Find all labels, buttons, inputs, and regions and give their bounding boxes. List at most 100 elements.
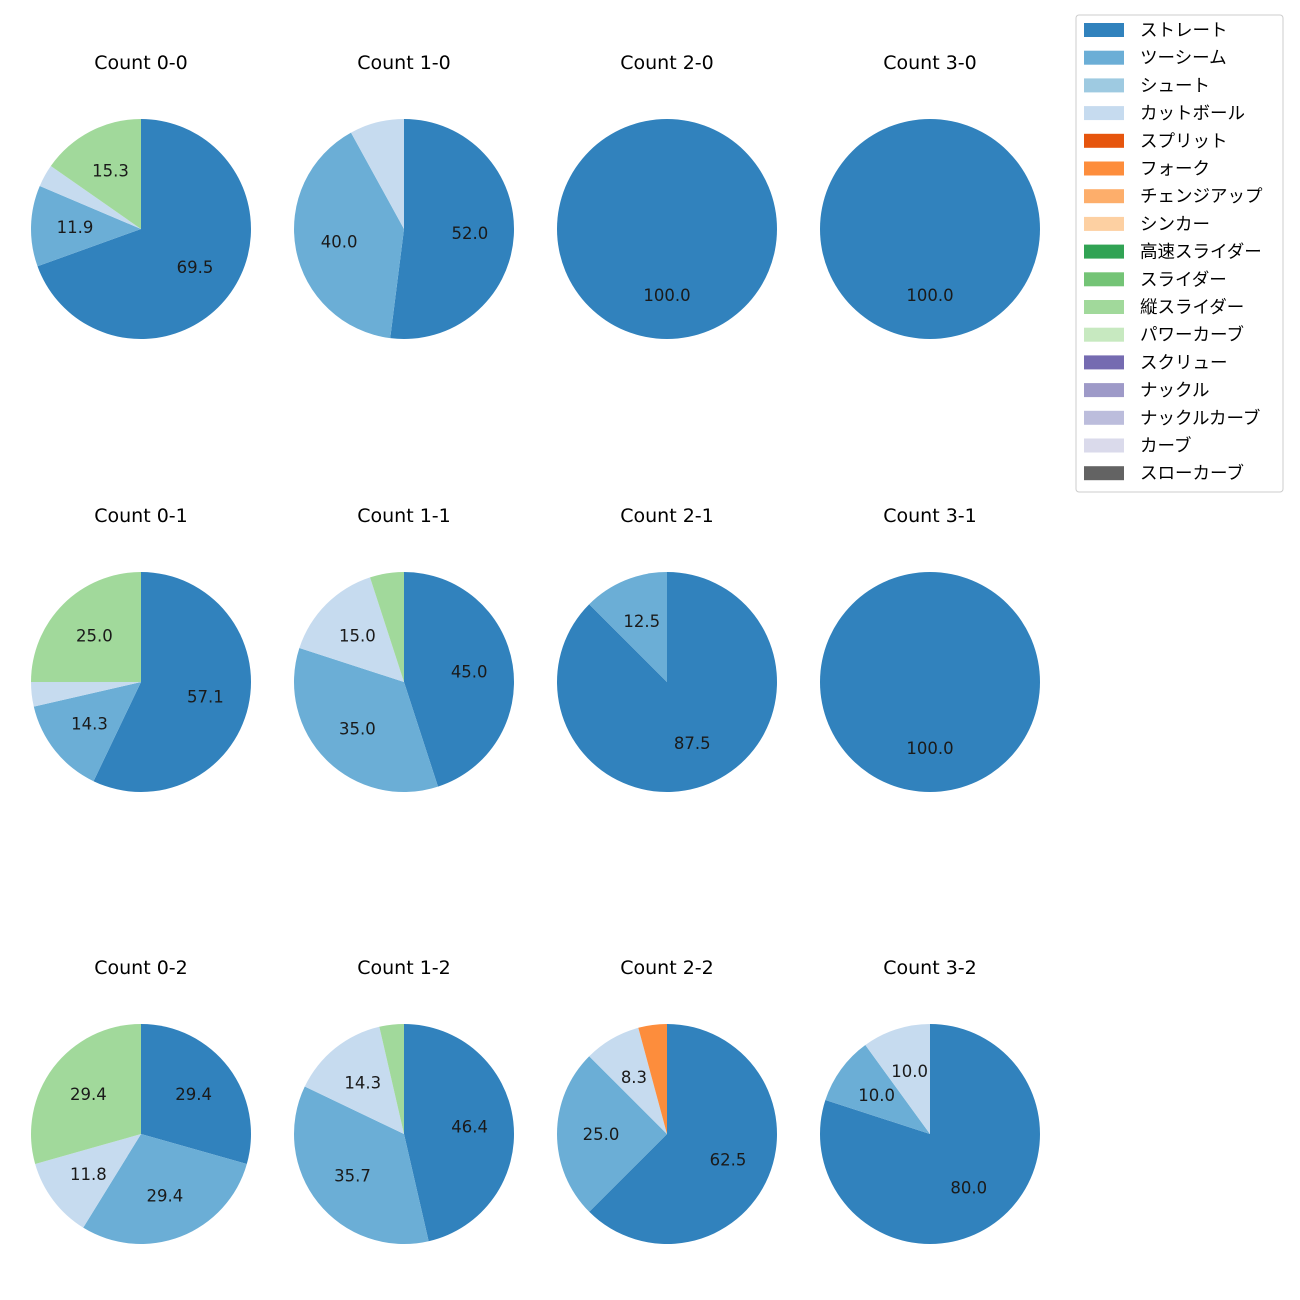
legend-entry: カットボール	[1084, 104, 1245, 124]
pie-slice-label: 45.0	[451, 663, 488, 682]
pie-slice-label: 29.4	[70, 1085, 107, 1104]
pie-slice	[819, 1024, 1040, 1244]
legend-entry: シュート	[1084, 76, 1210, 96]
legend-swatch	[1084, 50, 1124, 65]
pie-slice-label: 52.0	[451, 224, 488, 243]
pie-slice	[37, 119, 251, 339]
legend-entry: ナックルカーブ	[1084, 408, 1260, 429]
legend-label: スローカーブ	[1140, 463, 1244, 484]
pie-count-0-0: Count 0-0 69.5 11.9 15.3	[30, 52, 251, 339]
pie-title: Count 1-0	[357, 52, 451, 74]
pie-title: Count 0-1	[94, 505, 188, 527]
legend-swatch	[1084, 244, 1124, 259]
pie-slice	[304, 1026, 404, 1134]
legend-swatch	[1084, 23, 1124, 37]
legend-entry: ナックル	[1084, 381, 1209, 401]
legend-swatch	[1084, 189, 1124, 204]
pie-slice	[294, 132, 404, 339]
pie-slice-label: 46.4	[451, 1118, 488, 1137]
pie-slice	[31, 572, 141, 682]
pie-slice-label: 62.5	[710, 1150, 747, 1169]
pie-slice-label: 69.5	[177, 258, 214, 277]
pie-slice-label: 14.3	[344, 1073, 381, 1092]
pie-slice-label: 12.5	[623, 612, 660, 631]
pie-count-3-0: Count 3-0 100.0	[820, 52, 1040, 339]
legend-label: ナックル	[1140, 381, 1209, 401]
pie-slice	[35, 1134, 141, 1228]
legend-entry: スクリュー	[1084, 353, 1228, 373]
pie-title: Count 3-0	[883, 52, 977, 74]
legend-label: チェンジアップ	[1140, 187, 1263, 207]
pie-slice-label: 29.4	[147, 1187, 184, 1206]
legend-label: スクリュー	[1140, 353, 1228, 373]
pie-slice-label: 8.3	[621, 1068, 647, 1087]
pie-slice	[351, 119, 404, 229]
pie-slice	[638, 1024, 667, 1134]
pie-slice	[404, 1024, 515, 1242]
legend-entry: フォーク	[1084, 160, 1210, 180]
legend-frame	[1075, 14, 1284, 493]
legend-entry: ストレート	[1084, 21, 1228, 41]
legend-label: ナックルカーブ	[1140, 408, 1260, 429]
pie-title: Count 0-0	[94, 52, 188, 74]
legend-swatch	[1084, 106, 1124, 121]
legend-label: フォーク	[1140, 160, 1210, 180]
legend-swatch	[1084, 272, 1124, 287]
pie-slice	[39, 166, 141, 229]
pie-count-1-2: Count 1-2 46.4 35.7 14.3	[294, 957, 515, 1245]
pie-slice-label: 87.5	[674, 734, 711, 753]
legend-entry: シンカー	[1084, 215, 1210, 235]
legend-swatch	[1084, 327, 1124, 342]
pie-slice	[820, 572, 1040, 792]
legend-entry: チェンジアップ	[1084, 187, 1263, 207]
pie-slice-label: 100.0	[906, 286, 953, 305]
legend-swatch	[1084, 161, 1124, 176]
pie-slice-label: 11.8	[70, 1165, 107, 1184]
pie-count-3-2: Count 3-2 80.0 10.0 10.0	[819, 957, 1040, 1244]
pie-count-0-2: Count 0-2 29.4 29.4 11.8 29.4	[31, 957, 251, 1244]
legend-label: シュート	[1140, 76, 1210, 96]
pie-slice	[589, 1024, 778, 1244]
legend-label: スプリット	[1140, 132, 1228, 152]
legend: ストレートツーシームシュートカットボールスプリットフォークチェンジアップシンカー…	[1075, 14, 1284, 493]
legend-swatch	[1084, 78, 1124, 93]
pie-slice	[589, 1027, 667, 1134]
pie-slice	[390, 119, 515, 339]
pie-slice	[83, 1134, 247, 1244]
legend-swatch	[1084, 466, 1124, 481]
pie-slice-label: 40.0	[321, 232, 358, 251]
pie-slice	[31, 682, 141, 707]
pie-slice	[93, 571, 252, 792]
pie-slice	[141, 1024, 251, 1165]
legend-entry: カーブ	[1084, 436, 1191, 457]
legend-label: 高速スライダー	[1140, 243, 1262, 263]
legend-label: シンカー	[1140, 215, 1210, 235]
pie-slice	[820, 119, 1040, 339]
pie-slice-label: 11.9	[57, 218, 94, 237]
legend-label: パワーカーブ	[1140, 325, 1244, 346]
pie-slice	[825, 1045, 930, 1134]
pie-slice-label: 15.3	[92, 161, 129, 180]
pie-slice	[370, 572, 404, 682]
legend-entry: 縦スライダー	[1084, 298, 1244, 318]
pie-title: Count 2-1	[620, 505, 714, 527]
pie-title: Count 1-2	[357, 957, 451, 979]
legend-entry: スライダー	[1084, 270, 1227, 290]
pie-title: Count 2-2	[620, 957, 714, 979]
pie-slice-label: 35.0	[339, 720, 376, 739]
pie-slice	[557, 572, 778, 792]
pie-count-1-0: Count 1-0 52.0 40.0	[294, 52, 515, 339]
legend-label: ストレート	[1140, 21, 1228, 41]
pie-count-2-1: Count 2-1 87.5 12.5	[557, 505, 778, 792]
pie-slice-label: 25.0	[583, 1125, 620, 1144]
pie-slice	[31, 1024, 142, 1165]
pie-slice	[30, 185, 142, 267]
pie-slice	[294, 1086, 429, 1245]
pie-title: Count 1-1	[357, 505, 451, 527]
legend-entry: スローカーブ	[1084, 463, 1244, 484]
legend-label: カーブ	[1140, 436, 1191, 457]
pie-title: Count 3-2	[883, 957, 977, 979]
pie-title: Count 0-2	[94, 957, 188, 979]
legend-label: 縦スライダー	[1140, 298, 1244, 318]
